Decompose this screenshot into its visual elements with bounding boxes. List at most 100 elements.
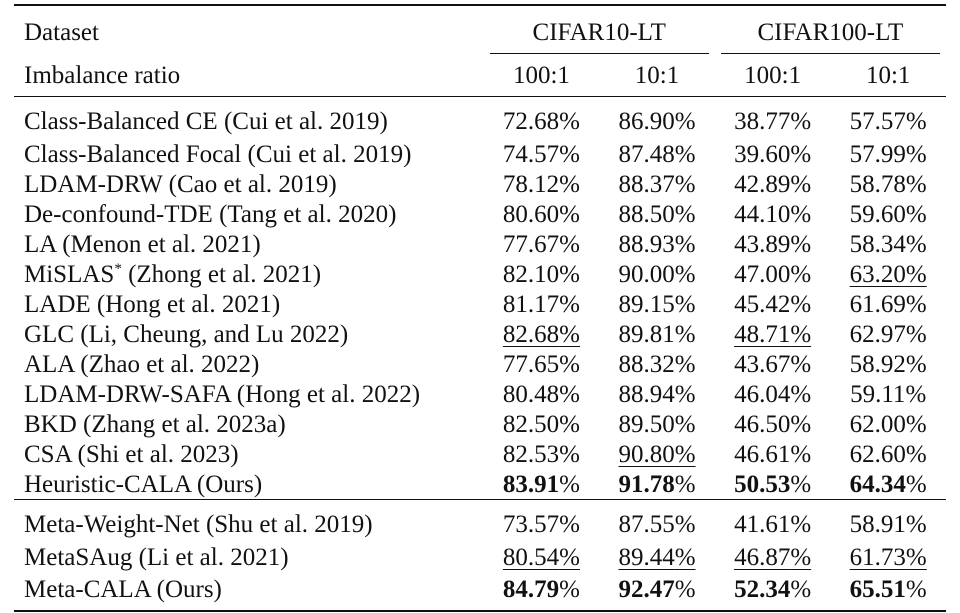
accuracy-cell: 78.12% <box>484 169 600 199</box>
accuracy-cell: 58.92% <box>830 349 946 379</box>
accuracy-value: 82.10% <box>503 261 580 288</box>
accuracy-cell: 46.87% <box>715 542 831 572</box>
accuracy-cell: 62.97% <box>830 319 946 349</box>
method-name: De-confound-TDE (Tang et al. 2020) <box>14 199 484 229</box>
method-name: Heuristic-CALA (Ours) <box>14 469 484 500</box>
results-table: Dataset CIFAR10-LT CIFAR100-LT Imbalance… <box>14 4 946 612</box>
accuracy-number: 62.97 <box>849 320 906 348</box>
accuracy-number: 81.17 <box>502 290 560 318</box>
accuracy-value: 88.50% <box>618 201 695 228</box>
percent-sign: % <box>790 410 812 438</box>
accuracy-number: 57.99 <box>849 140 906 168</box>
percent-sign: % <box>674 320 696 348</box>
accuracy-value: 64.34% <box>850 471 927 498</box>
accuracy-cell: 43.67% <box>715 349 831 379</box>
accuracy-number: 82.10 <box>502 260 560 288</box>
accuracy-number: 61.69 <box>849 290 906 318</box>
method-label: Meta-Weight-Net (Shu et al. 2019) <box>24 510 373 538</box>
header-row-datasets: Dataset CIFAR10-LT CIFAR100-LT <box>14 4 946 55</box>
percent-sign: % <box>559 380 580 408</box>
accuracy-value: 88.32% <box>618 351 695 378</box>
method-name: Class-Balanced Focal (Cui et al. 2019) <box>14 139 484 169</box>
accuracy-number: 52.34 <box>734 575 791 603</box>
ratio-header: 10:1 <box>634 61 680 89</box>
accuracy-cell: 89.50% <box>599 409 715 439</box>
accuracy-value: 74.57% <box>503 141 580 168</box>
percent-sign: % <box>674 200 696 228</box>
percent-sign: % <box>559 260 580 288</box>
accuracy-cell: 92.47% <box>599 572 715 612</box>
percent-sign: % <box>790 140 812 168</box>
accuracy-cell: 59.11% <box>830 379 946 409</box>
accuracy-number: 82.50 <box>502 410 560 438</box>
accuracy-value: 88.94% <box>618 381 695 408</box>
accuracy-cell: 47.00% <box>715 259 831 289</box>
accuracy-number: 74.57 <box>502 140 560 168</box>
accuracy-value: 43.67% <box>734 351 811 378</box>
accuracy-number: 58.92 <box>849 350 906 378</box>
accuracy-cell: 41.61% <box>714 499 831 542</box>
accuracy-value: 81.17% <box>503 291 580 318</box>
table-row: MiSLAS* (Zhong et al. 2021) 82.10% 90.00% 4… <box>14 259 946 289</box>
accuracy-number: 43.89 <box>734 230 791 258</box>
accuracy-value: 58.91% <box>850 511 927 538</box>
accuracy-number: 39.60 <box>734 140 791 168</box>
accuracy-number: 78.12 <box>502 170 560 198</box>
group-header-cifar10: CIFAR10-LT <box>483 4 715 55</box>
accuracy-cell: 43.89% <box>715 229 831 259</box>
method-name: Meta-CALA (Ours) <box>14 572 484 612</box>
accuracy-value: 77.67% <box>503 231 580 258</box>
method-label: MiSLAS <box>24 260 115 288</box>
percent-sign: % <box>905 350 927 378</box>
method-label: CSA (Shi et al. 2023) <box>24 440 239 468</box>
accuracy-number: 88.50 <box>618 200 675 228</box>
accuracy-cell: 58.34% <box>830 229 946 259</box>
table-row: Meta-CALA (Ours) 84.79% 92.47% 52.34% 65.51% <box>14 572 946 612</box>
table-row: LDAM-DRW-SAFA (Hong et al. 2022) 80.48% 88… <box>14 379 946 409</box>
percent-sign: % <box>905 200 927 228</box>
accuracy-value: 50.53% <box>734 471 811 498</box>
percent-sign: % <box>790 200 812 228</box>
percent-sign: % <box>790 575 812 603</box>
accuracy-number: 62.60 <box>849 440 906 468</box>
percent-sign: % <box>790 470 812 498</box>
accuracy-number: 84.79 <box>502 575 560 603</box>
table-row: Meta-Weight-Net (Shu et al. 2019) 73.57% 8… <box>14 499 946 542</box>
table-row: LA (Menon et al. 2021) 77.67% 88.93% 43.89%… <box>14 229 946 259</box>
accuracy-cell: 90.80% <box>599 439 715 469</box>
accuracy-value: 80.60% <box>503 201 580 228</box>
method-name: CSA (Shi et al. 2023) <box>14 439 484 469</box>
method-name: LDAM-DRW (Cao et al. 2019) <box>14 169 484 199</box>
accuracy-number: 44.10 <box>734 200 791 228</box>
accuracy-cell: 81.17% <box>484 289 600 319</box>
table-row: De-confound-TDE (Tang et al. 2020) 80.60%… <box>14 199 946 229</box>
percent-sign: % <box>905 140 927 168</box>
results-table-body: Dataset CIFAR10-LT CIFAR100-LT Imbalance… <box>14 4 946 612</box>
accuracy-cell: 62.60% <box>830 439 946 469</box>
accuracy-number: 80.54 <box>502 543 560 571</box>
accuracy-value: 52.34% <box>734 576 811 603</box>
accuracy-number: 77.65 <box>502 350 560 378</box>
percent-sign: % <box>674 140 696 168</box>
method-label: Meta-CALA (Ours) <box>24 575 222 603</box>
accuracy-number: 89.50 <box>618 410 675 438</box>
percent-sign: % <box>905 320 927 348</box>
percent-sign: % <box>559 440 580 468</box>
accuracy-cell: 46.61% <box>715 439 831 469</box>
accuracy-cell: 83.91% <box>484 469 600 500</box>
accuracy-value: 91.78% <box>618 471 695 498</box>
accuracy-number: 46.04 <box>734 380 791 408</box>
accuracy-value: 88.93% <box>618 231 695 258</box>
accuracy-value: 38.77% <box>734 108 811 135</box>
method-label: LA (Menon et al. 2021) <box>24 230 261 258</box>
dataset-header: Dataset <box>14 4 484 54</box>
accuracy-cell: 77.67% <box>484 229 600 259</box>
table-row: BKD (Zhang et al. 2023a) 82.50% 89.50% 46.5… <box>14 409 946 439</box>
accuracy-cell: 84.79% <box>483 572 600 612</box>
accuracy-value: 62.97% <box>850 321 927 348</box>
accuracy-number: 50.53 <box>734 470 791 498</box>
accuracy-number: 72.68 <box>502 107 560 135</box>
accuracy-value: 39.60% <box>734 141 811 168</box>
accuracy-number: 73.57 <box>502 510 560 538</box>
accuracy-cell: 88.93% <box>599 229 715 259</box>
